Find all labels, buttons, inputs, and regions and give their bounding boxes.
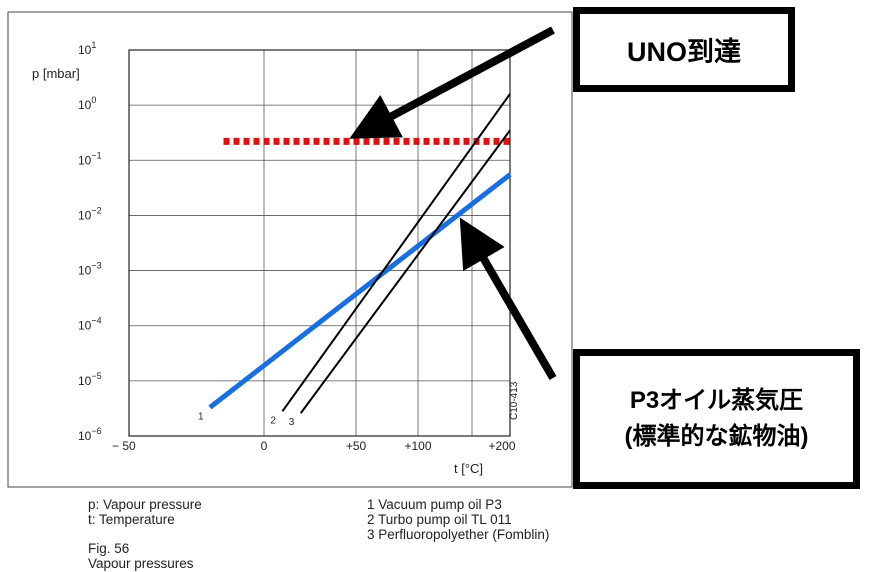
figure-code: C10-413 <box>509 381 520 420</box>
arrow-to-uno-line <box>349 26 555 139</box>
figure-number: Fig. 56 <box>88 541 130 556</box>
grid <box>128 49 511 437</box>
uno-callout-text: UNO到達 <box>627 37 741 67</box>
x-tick-label: 0 <box>261 439 268 453</box>
x-tick-label: +50 <box>346 439 367 453</box>
y-tick-label: 10−3 <box>78 261 102 278</box>
y-tick-label: 101 <box>78 40 96 57</box>
caption-t-definition: t: Temperature <box>88 512 175 527</box>
series-2-label: 2 <box>270 415 276 426</box>
series-2-line <box>281 93 511 412</box>
x-tick-labels: − 50 0 +50 +100 +200 <box>112 439 516 453</box>
uno-callout-box: UNO到達 <box>573 7 795 92</box>
y-tick-label: 100 <box>78 95 96 112</box>
figure-title: Vapour pressures <box>88 556 194 571</box>
y-tick-label: 10−1 <box>78 150 102 167</box>
series-labels: 1 2 3 <box>198 411 295 428</box>
series-3-line <box>299 129 511 414</box>
series-1-line <box>208 172 512 410</box>
y-tick-label: 10−2 <box>78 205 102 222</box>
x-tick-label: +100 <box>404 439 431 453</box>
series-3-label: 3 <box>289 417 295 428</box>
p3-callout-box: P3オイル蒸気圧 (標準的な鉱物油) <box>573 349 860 489</box>
caption-definitions: p: Vapour pressure t: Temperature <box>88 497 202 527</box>
x-tick-label: − 50 <box>112 439 136 453</box>
legend-item-1: 1 Vacuum pump oil P3 <box>367 497 502 512</box>
arrow-to-p3-line <box>459 217 557 381</box>
y-tick-label: 10−5 <box>78 371 102 388</box>
y-tick-label: 10−6 <box>78 426 102 443</box>
caption-p-definition: p: Vapour pressure <box>88 497 202 512</box>
y-tick-label: 10−4 <box>78 316 102 333</box>
series-layer <box>208 93 512 414</box>
figure-caption: Fig. 56 Vapour pressures <box>88 541 194 571</box>
x-tick-label: +200 <box>488 439 515 453</box>
legend-item-2: 2 Turbo pump oil TL 011 <box>367 512 512 527</box>
p3-callout-line1: P3オイル蒸気圧 <box>629 387 804 414</box>
y-tick-labels: 101 100 10−1 10−2 10−3 10−4 10−5 10−6 <box>78 40 102 443</box>
series-1-label: 1 <box>198 411 204 422</box>
plot-area <box>128 49 511 437</box>
y-axis-label: p [mbar] <box>32 66 80 81</box>
p3-callout-line2: (標準的な鉱物油) <box>624 423 809 450</box>
figure-frame <box>7 11 573 488</box>
x-axis-label: t [°C] <box>454 461 483 476</box>
legend: 1 Vacuum pump oil P3 2 Turbo pump oil TL… <box>367 497 549 542</box>
legend-item-3: 3 Perfluoropolyether (Fomblin) <box>367 527 550 542</box>
